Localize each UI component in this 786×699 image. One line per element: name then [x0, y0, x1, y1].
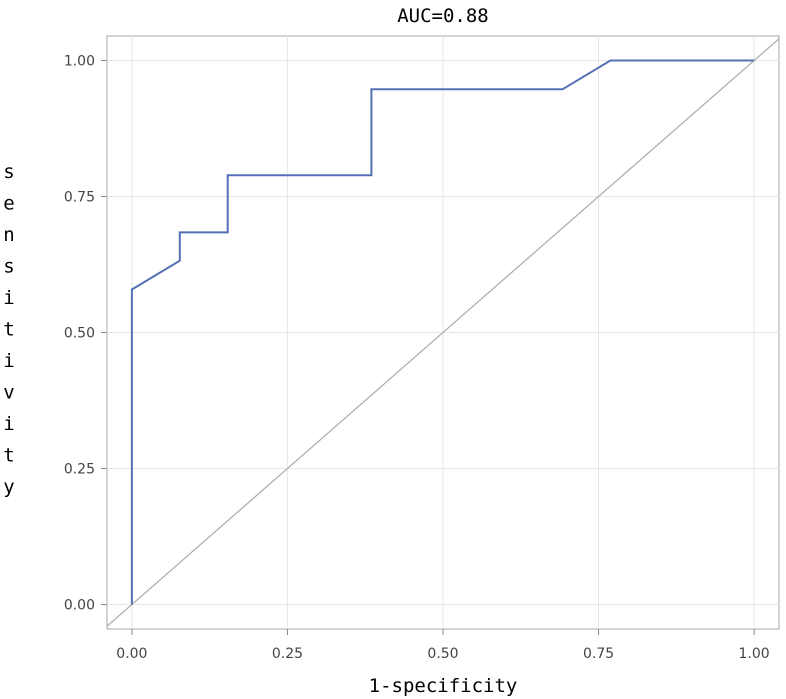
- axes: 0.00 0.25 0.50 0.75 1.00 0.00 0.25 0.50 0.75 1.00: [64, 53, 770, 662]
- y-axis-title-letter: y: [3, 476, 14, 498]
- reference-line-group: [106, 38, 780, 627]
- y-tick-label: 0.50: [64, 326, 95, 342]
- series-group: [130, 59, 755, 605]
- y-axis-title-letter: t: [3, 445, 14, 467]
- y-axis-title-letter: t: [3, 319, 14, 341]
- y-axis-title-letter: s: [3, 256, 14, 278]
- y-tick-label: 1.00: [64, 53, 95, 69]
- x-tick-label: 0.00: [116, 646, 147, 662]
- y-axis-title-letter: n: [3, 224, 14, 246]
- y-axis-title-letter: i: [3, 413, 14, 435]
- chart-title: AUC=0.88: [397, 5, 489, 27]
- y-tick-label: 0.75: [64, 189, 95, 205]
- reference-diagonal-line: [106, 38, 780, 627]
- y-tick-label: 0.00: [64, 598, 95, 614]
- y-axis-title-letter: s: [3, 161, 14, 183]
- x-tick-label: 1.00: [739, 646, 770, 662]
- y-axis-title-letter: i: [3, 350, 14, 372]
- y-tick-label: 0.25: [64, 462, 95, 478]
- x-tick-label: 0.75: [583, 646, 614, 662]
- y-axis-title-letter: i: [3, 287, 14, 309]
- roc-curve-line: [130, 59, 755, 605]
- y-axis-title-letter: v: [3, 382, 14, 404]
- x-tick-label: 0.50: [427, 646, 458, 662]
- x-tick-label: 0.25: [272, 646, 303, 662]
- x-axis-title: 1-specificity: [369, 675, 518, 697]
- y-axis-title-letter: e: [3, 193, 14, 215]
